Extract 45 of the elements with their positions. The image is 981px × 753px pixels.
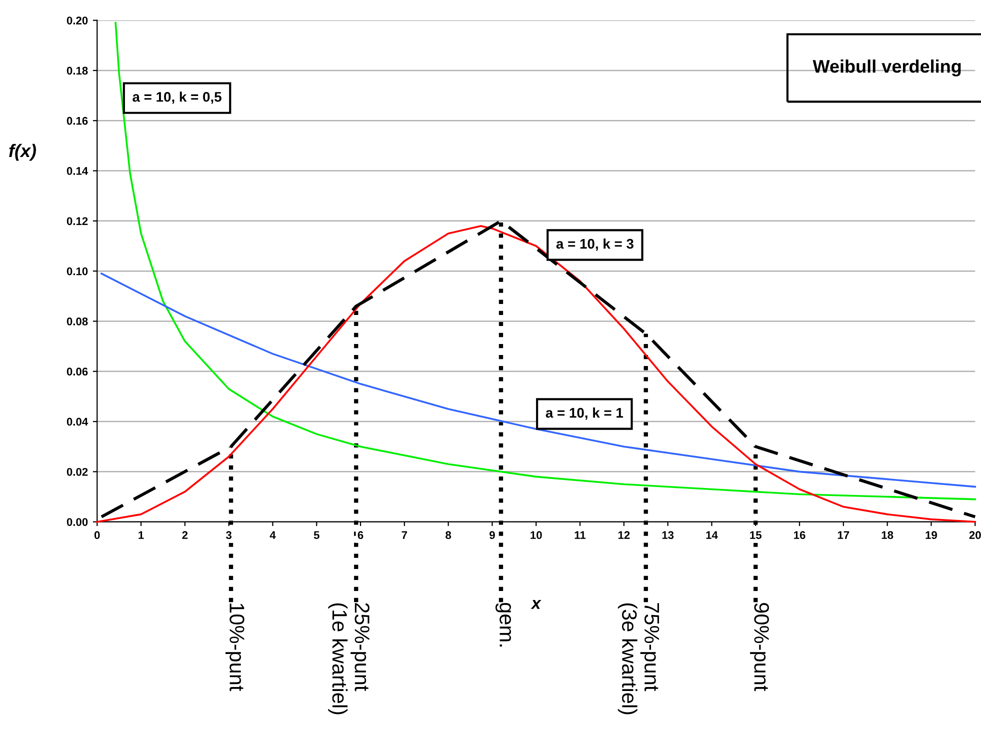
x-tick-label: 6: [358, 531, 364, 540]
y-tick-label: 0.18: [66, 66, 88, 75]
x-tick-label: 13: [662, 531, 674, 540]
series-label: a = 10, k = 3: [556, 238, 634, 251]
x-tick-label: 3: [226, 531, 232, 540]
x-tick-label: 4: [270, 531, 276, 539]
x-tick-label: 20: [969, 531, 981, 540]
ref-line-label: 90%-punt: [750, 603, 769, 692]
y-axis-title: f(x): [9, 144, 36, 161]
x-tick-label: 15: [750, 531, 762, 540]
x-tick-label: 18: [882, 531, 894, 540]
y-tick-label: 0.12: [66, 217, 88, 226]
x-tick-label: 0: [94, 531, 100, 540]
ref-line-label: gem.: [495, 602, 511, 646]
x-tick-label: 14: [706, 531, 718, 539]
y-tick-label: 0.08: [66, 317, 88, 326]
x-tick-label: 7: [402, 531, 408, 539]
line-series: [100, 272, 976, 488]
x-tick-label: 17: [838, 531, 850, 539]
x-tick-label: 9: [490, 531, 495, 540]
line-series: [114, 22, 976, 500]
text: Weibull verdeling: [812, 60, 961, 76]
ref-line-label: 10%-punt: [225, 604, 244, 692]
ref-line-label: 25%-punt (1e kwartiel): [328, 603, 370, 714]
series-label: a = 10, k = 1: [546, 408, 624, 420]
series-label: a = 10, k = 0,5: [132, 92, 222, 104]
y-tick-label: 0.10: [66, 267, 88, 276]
x-tick-label: 16: [794, 531, 806, 540]
x-axis-title: x: [530, 600, 542, 609]
y-tick-label: 0.02: [66, 468, 88, 476]
x-tick-label: 2: [182, 531, 188, 539]
x-tick-label: 1: [138, 531, 144, 539]
x-tick-label: 19: [926, 531, 937, 540]
y-tick-label: 0.20: [66, 16, 88, 24]
y-tick-label: 0.06: [66, 368, 88, 376]
y-tick-label: 0.00: [66, 518, 88, 526]
y-tick-label: 0.16: [66, 116, 88, 125]
y-tick-label: 0.14: [66, 167, 88, 175]
x-tick-label: 11: [574, 531, 586, 539]
x-tick-label: 5: [314, 531, 320, 540]
y-tick-label: 0.04: [66, 418, 88, 426]
x-tick-label: 10: [530, 531, 542, 540]
x-tick-label: 8: [446, 531, 452, 540]
ref-line-label: 75%-punt (3e kwartiel): [618, 603, 660, 714]
x-tick-label: 12: [618, 531, 630, 539]
